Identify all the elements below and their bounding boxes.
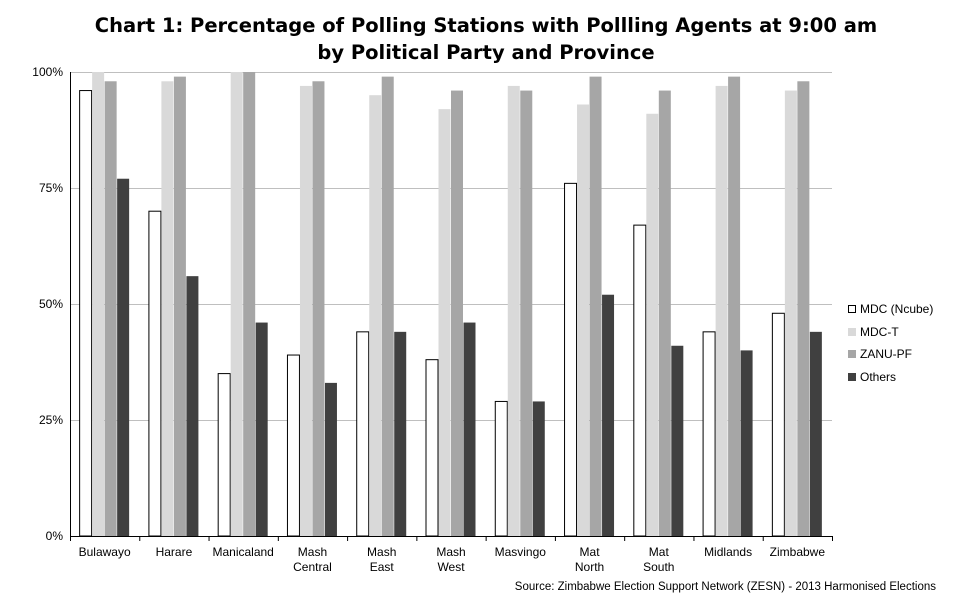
bar	[324, 382, 337, 536]
bar	[507, 85, 520, 537]
bar	[369, 95, 382, 536]
x-tick-label: East	[370, 560, 395, 574]
bar	[451, 90, 463, 536]
bar	[463, 322, 476, 536]
x-tick-label: North	[575, 560, 604, 574]
y-tick-label: 100%	[32, 65, 63, 79]
bar	[255, 322, 268, 536]
bar	[771, 312, 785, 537]
bar	[438, 109, 451, 537]
bar	[797, 81, 810, 536]
x-tick-label: Zimbabwe	[770, 545, 826, 559]
legend-item: ZANU-PF	[848, 343, 933, 366]
bar	[217, 373, 231, 537]
bar	[702, 331, 716, 537]
x-tick-label: South	[643, 560, 674, 574]
bar	[312, 81, 325, 536]
bar	[740, 350, 753, 536]
bar	[186, 276, 199, 536]
bar	[161, 81, 174, 536]
y-tick-label: 0%	[46, 529, 64, 543]
bar	[809, 331, 822, 536]
bar	[299, 85, 312, 537]
x-tick-label: Mat	[649, 545, 670, 559]
bar	[79, 90, 93, 537]
bar	[520, 90, 533, 536]
bars	[79, 72, 822, 537]
x-tick-label: Mash	[298, 545, 327, 559]
legend-swatch	[848, 350, 856, 359]
x-tick-label: Central	[293, 560, 332, 574]
x-tick-label: Manicaland	[212, 545, 273, 559]
legend-label: Others	[860, 369, 897, 384]
bar	[148, 210, 162, 537]
x-tick-label: Bulawayo	[79, 545, 131, 559]
legend-swatch	[848, 327, 856, 336]
y-tick-label: 25%	[39, 413, 63, 427]
legend-item: MDC-T	[848, 321, 933, 344]
bar	[243, 72, 256, 536]
x-tick-label: Masvingo	[495, 545, 547, 559]
bar	[784, 90, 797, 536]
y-tick-label: 75%	[39, 181, 63, 195]
legend-item: MDC (Ncube)	[848, 298, 933, 321]
bar	[564, 182, 578, 537]
legend-swatch	[848, 305, 856, 314]
bar	[381, 76, 394, 536]
bar	[589, 76, 602, 536]
bar	[602, 294, 615, 536]
bar	[394, 331, 407, 536]
bar	[117, 178, 130, 536]
bar	[173, 76, 186, 536]
bar	[658, 90, 671, 536]
x-tick-label: Mat	[580, 545, 601, 559]
source-note: Source: Zimbabwe Election Support Networ…	[514, 581, 936, 593]
legend-label: MDC (Ncube)	[860, 302, 934, 317]
bar	[425, 359, 439, 537]
bar	[104, 81, 117, 536]
x-tick-label: Mash	[436, 545, 465, 559]
x-tick-label: Harare	[156, 545, 193, 559]
chart-title-line-1: Chart 1: Percentage of Polling Stations …	[94, 14, 878, 37]
bar	[532, 401, 545, 536]
chart-title-line-2: by Political Party and Province	[317, 41, 655, 64]
bar	[646, 113, 659, 536]
y-tick-label: 50%	[39, 297, 63, 311]
x-tick-label: Mash	[367, 545, 396, 559]
bar	[633, 224, 647, 537]
bar	[715, 85, 728, 537]
bar	[286, 354, 300, 537]
legend-swatch	[848, 372, 856, 381]
legend: MDC (Ncube) MDC-T ZANU-PF Others	[848, 298, 933, 388]
bar	[92, 72, 105, 536]
bar	[577, 104, 590, 536]
legend-label: ZANU-PF	[860, 347, 912, 362]
x-tick-label: Midlands	[704, 545, 752, 559]
legend-item: Others	[848, 366, 933, 389]
x-tick-label: West	[437, 560, 465, 574]
bar	[356, 331, 370, 537]
bar	[728, 76, 741, 536]
axes: 0% 25% 50% 75% 100% Bulawayo Harare Manicaland M…	[32, 65, 833, 574]
bar	[494, 400, 508, 537]
legend-label: MDC-T	[860, 324, 899, 339]
chart-title: Chart 1: Percentage of Polling Stations …	[0, 12, 956, 66]
bar	[230, 72, 243, 536]
bar	[671, 345, 684, 536]
